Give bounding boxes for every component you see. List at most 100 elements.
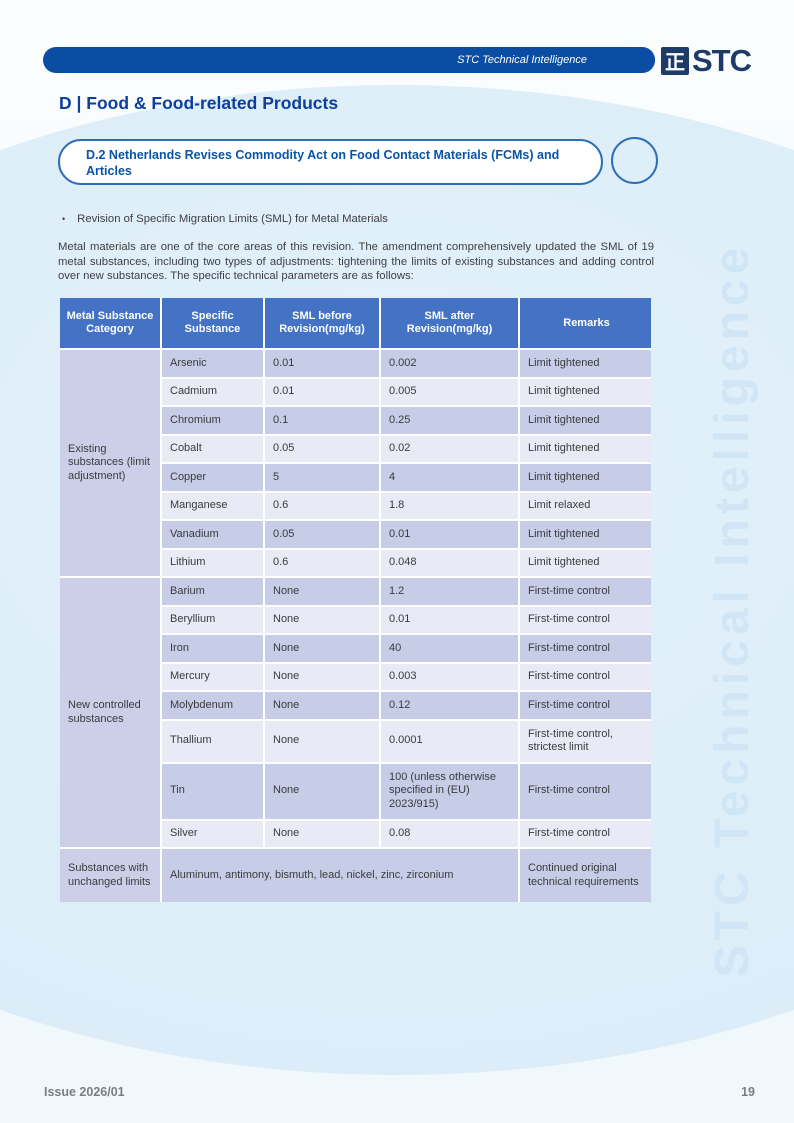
cell-remarks: Limit tightened xyxy=(518,433,651,464)
cell-substance: Silver xyxy=(160,818,265,849)
decorative-circle xyxy=(611,137,658,184)
banner-right-tip xyxy=(621,47,655,73)
cell-substance: Copper xyxy=(160,462,265,493)
cell-remarks: First-time control xyxy=(518,818,651,849)
cell-after: 0.01 xyxy=(379,604,520,635)
cell-after: 1.2 xyxy=(379,576,520,607)
intro-paragraph: Metal materials are one of the core area… xyxy=(58,241,654,283)
cell-before: 0.6 xyxy=(263,490,381,521)
cell-after: 0.25 xyxy=(379,405,520,436)
cell-after: 0.002 xyxy=(379,348,520,379)
cell-remarks: First-time control xyxy=(518,761,651,821)
col-header-category: Metal Substance Category xyxy=(60,298,162,350)
table-row: Existing substances (limit adjustment) A… xyxy=(60,348,651,578)
cell-after: 0.12 xyxy=(379,690,520,721)
cell-substance: Tin xyxy=(160,761,265,821)
cell-substance: Cobalt xyxy=(160,433,265,464)
cell-substance: Iron xyxy=(160,633,265,664)
cell-substance: Barium xyxy=(160,576,265,607)
cell-before: None xyxy=(263,633,381,664)
cell-before: 5 xyxy=(263,462,381,493)
cell-before: 0.1 xyxy=(263,405,381,436)
cell-after: 4 xyxy=(379,462,520,493)
cell-before: None xyxy=(263,690,381,721)
cell-substance: Thallium xyxy=(160,718,265,764)
table-row: Cadmium 0.01 0.005 Limit tightened xyxy=(60,376,651,407)
bullet-icon: • xyxy=(62,214,66,224)
table-row: Silver None 0.08 First-time control xyxy=(60,818,651,849)
category-cell-existing: Existing substances (limit adjustment) xyxy=(60,348,162,578)
table-row: Manganese 0.6 1.8 Limit relaxed xyxy=(60,490,651,521)
cell-before: None xyxy=(263,761,381,821)
table-header-row: Metal Substance Category Specific Substa… xyxy=(60,298,651,350)
category-cell-new: New controlled substances xyxy=(60,576,162,849)
cell-remarks: Limit tightened xyxy=(518,376,651,407)
stc-seal-icon: 正 xyxy=(661,46,689,75)
cell-remarks: Limit tightened xyxy=(518,405,651,436)
cell-remarks: First-time control, strictest limit xyxy=(518,718,651,764)
cell-remarks: First-time control xyxy=(518,661,651,692)
table-row: Substances with unchanged limits Aluminu… xyxy=(60,847,651,902)
cell-before: 0.01 xyxy=(263,376,381,407)
cell-before: None xyxy=(263,661,381,692)
cell-remarks: First-time control xyxy=(518,576,651,607)
cell-remarks: First-time control xyxy=(518,604,651,635)
cell-remarks: Limit tightened xyxy=(518,519,651,550)
table-row: Thallium None 0.0001 First-time control,… xyxy=(60,718,651,764)
cell-substance: Lithium xyxy=(160,547,265,578)
section-title: D | Food & Food-related Products xyxy=(59,93,339,113)
cell-remarks: First-time control xyxy=(518,690,651,721)
table-row: Tin None 100 (unless otherwise specified… xyxy=(60,761,651,821)
cell-after: 0.048 xyxy=(379,547,520,578)
cell-substance: Manganese xyxy=(160,490,265,521)
cell-substance: Beryllium xyxy=(160,604,265,635)
cell-before: 0.05 xyxy=(263,433,381,464)
cell-after: 0.02 xyxy=(379,433,520,464)
cell-after: 0.08 xyxy=(379,818,520,849)
header-banner: STC Technical Intelligence xyxy=(43,45,655,75)
cell-substance: Arsenic xyxy=(160,348,265,379)
table-row: New controlled substances Barium None 1.… xyxy=(60,576,651,849)
table-row: Chromium 0.1 0.25 Limit tightened xyxy=(60,405,651,436)
watermark-vertical-text: STC Technical Intelligence xyxy=(706,242,759,978)
cell-substance: Mercury xyxy=(160,661,265,692)
cell-remarks: Limit tightened xyxy=(518,462,651,493)
stc-logo: 正 STC xyxy=(661,43,752,78)
cell-after: 100 (unless otherwise specified in (EU) … xyxy=(379,761,520,821)
table-row: Vanadium 0.05 0.01 Limit tightened xyxy=(60,519,651,550)
cell-after: 1.8 xyxy=(379,490,520,521)
sml-table: Metal Substance Category Specific Substa… xyxy=(60,298,651,902)
cell-before: 0.6 xyxy=(263,547,381,578)
cell-before: None xyxy=(263,576,381,607)
cell-remarks: Limit relaxed xyxy=(518,490,651,521)
cell-before: None xyxy=(263,718,381,764)
table-row: Cobalt 0.05 0.02 Limit tightened xyxy=(60,433,651,464)
cell-after: 0.0001 xyxy=(379,718,520,764)
stc-logo-text: STC xyxy=(692,43,752,78)
bullet-text: Revision of Specific Migration Limits (S… xyxy=(77,213,388,225)
cell-substance: Molybdenum xyxy=(160,690,265,721)
cell-after: 40 xyxy=(379,633,520,664)
sml-table-grid: Metal Substance Category Specific Substa… xyxy=(60,298,651,902)
cell-substance: Chromium xyxy=(160,405,265,436)
cell-substance: Cadmium xyxy=(160,376,265,407)
cell-remarks: Limit tightened xyxy=(518,348,651,379)
cell-unchanged-substances: Aluminum, antimony, bismuth, lead, nicke… xyxy=(160,847,520,902)
col-header-substance: Specific Substance xyxy=(160,298,265,350)
cell-after: 0.003 xyxy=(379,661,520,692)
cell-remarks: First-time control xyxy=(518,633,651,664)
col-header-sml-after: SML after Revision(mg/kg) xyxy=(379,298,520,350)
cell-after: 0.01 xyxy=(379,519,520,550)
col-header-sml-before: SML before Revision(mg/kg) xyxy=(263,298,381,350)
banner-title: STC Technical Intelligence xyxy=(457,54,587,66)
category-cell-unchanged: Substances with unchanged limits xyxy=(60,847,162,902)
cell-before: None xyxy=(263,818,381,849)
table-row: Beryllium None 0.01 First-time control xyxy=(60,604,651,635)
cell-remarks: Limit tightened xyxy=(518,547,651,578)
cell-after: 0.005 xyxy=(379,376,520,407)
cell-before: 0.05 xyxy=(263,519,381,550)
footer-page-number: 19 xyxy=(741,1085,755,1099)
bullet-item: • Revision of Specific Migration Limits … xyxy=(62,213,388,225)
col-header-remarks: Remarks xyxy=(518,298,651,350)
